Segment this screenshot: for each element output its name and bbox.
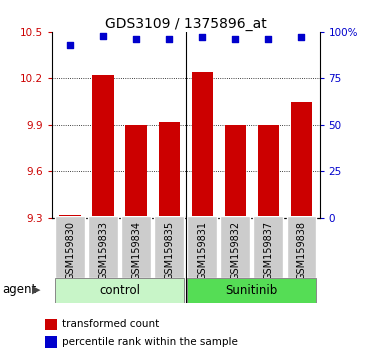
Text: GSM159833: GSM159833 bbox=[98, 221, 108, 280]
Bar bbox=[159, 122, 180, 218]
Bar bbox=[286, 216, 316, 278]
Bar bbox=[224, 125, 246, 218]
Text: ▶: ▶ bbox=[32, 284, 40, 294]
Point bbox=[199, 35, 205, 40]
Bar bbox=[88, 216, 118, 278]
Text: GSM159830: GSM159830 bbox=[65, 221, 75, 280]
Point bbox=[265, 36, 271, 42]
Text: percentile rank within the sample: percentile rank within the sample bbox=[62, 337, 238, 347]
Bar bbox=[192, 72, 213, 218]
Bar bbox=[258, 125, 279, 218]
Point bbox=[166, 36, 172, 42]
Text: GSM159838: GSM159838 bbox=[296, 221, 306, 280]
Text: agent: agent bbox=[2, 283, 36, 296]
Bar bbox=[187, 216, 217, 278]
Bar bbox=[126, 125, 147, 218]
Bar bbox=[253, 216, 283, 278]
Point bbox=[133, 36, 139, 42]
Bar bbox=[221, 216, 250, 278]
Point bbox=[232, 36, 238, 42]
Bar bbox=[45, 319, 57, 330]
Bar bbox=[187, 278, 316, 303]
Text: GSM159834: GSM159834 bbox=[131, 221, 141, 280]
Text: GSM159835: GSM159835 bbox=[164, 221, 174, 280]
Text: control: control bbox=[99, 284, 140, 297]
Bar bbox=[154, 216, 184, 278]
Bar bbox=[45, 336, 57, 348]
Text: GSM159837: GSM159837 bbox=[263, 221, 273, 280]
Text: GSM159832: GSM159832 bbox=[230, 221, 240, 280]
Title: GDS3109 / 1375896_at: GDS3109 / 1375896_at bbox=[105, 17, 267, 31]
Bar bbox=[55, 278, 184, 303]
Text: GSM159831: GSM159831 bbox=[197, 221, 207, 280]
Point bbox=[298, 35, 305, 40]
Point bbox=[67, 42, 73, 48]
Point bbox=[100, 33, 106, 39]
Bar bbox=[92, 75, 114, 218]
Bar bbox=[59, 215, 81, 218]
Bar bbox=[291, 102, 312, 218]
Text: transformed count: transformed count bbox=[62, 319, 159, 329]
Text: Sunitinib: Sunitinib bbox=[226, 284, 278, 297]
Bar bbox=[55, 216, 85, 278]
Bar bbox=[121, 216, 151, 278]
